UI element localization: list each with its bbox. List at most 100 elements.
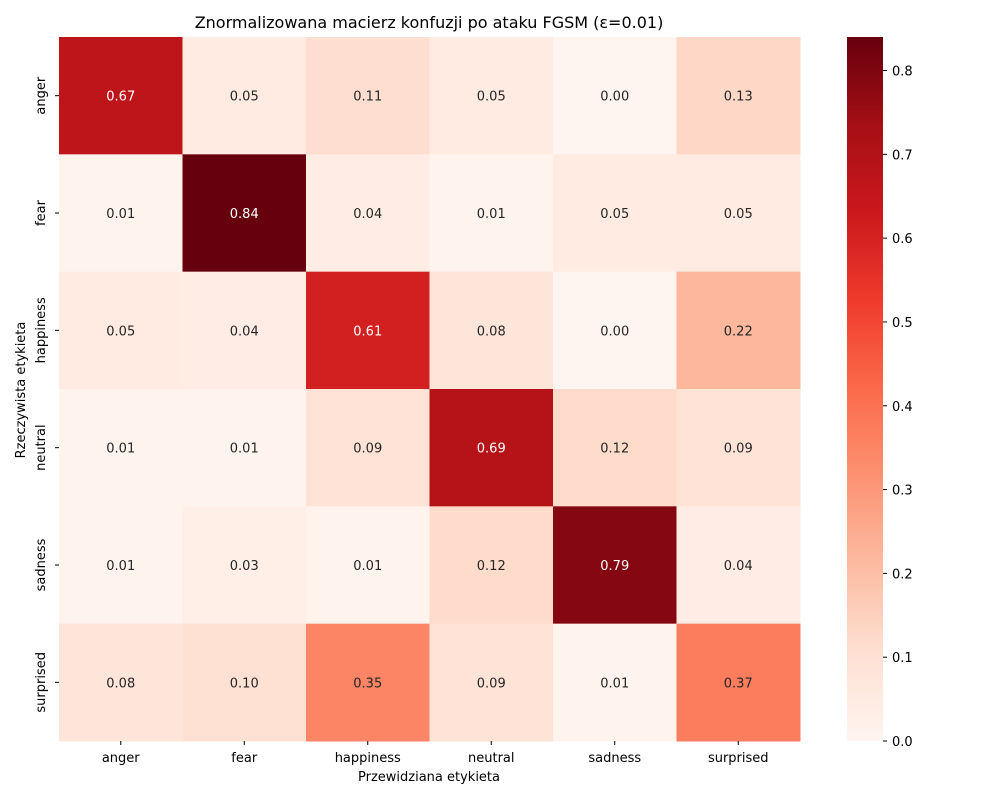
heatmap-cell — [553, 506, 677, 625]
y-tick-label: happiness — [34, 297, 49, 363]
colorbar-tick-label: 0.0 — [892, 735, 913, 750]
cell-value-label: 0.01 — [106, 442, 135, 457]
cell-value-label: 0.01 — [230, 442, 259, 457]
x-tick-label: anger — [102, 751, 140, 766]
cell-value-label: 0.37 — [724, 676, 753, 691]
heatmap-cell — [182, 271, 307, 390]
x-tick-label: surprised — [708, 751, 769, 766]
heatmap-cell — [182, 37, 307, 155]
heatmap-cell — [59, 154, 183, 273]
colorbar-tick-label: 0.6 — [892, 232, 913, 247]
heatmap-cell — [553, 623, 677, 742]
heatmap-cell — [553, 389, 677, 507]
heatmap-cell — [59, 506, 183, 625]
cell-value-label: 0.04 — [353, 207, 382, 222]
cell-value-label: 0.01 — [106, 559, 135, 574]
x-tick-label: neutral — [468, 751, 515, 766]
cell-value-label: 0.09 — [477, 676, 506, 691]
y-tick-label: sadness — [34, 538, 49, 591]
y-axis-ticks: anger fear happiness neutral sadness surprise… — [34, 76, 59, 713]
heatmap-cell — [182, 154, 307, 273]
cell-value-label: 0.79 — [600, 559, 629, 574]
y-tick-label: anger — [34, 76, 49, 114]
colorbar — [847, 37, 883, 741]
heatmap-cell — [306, 623, 430, 742]
heatmap-cell — [182, 389, 307, 507]
heatmap-cell-labels: 0.67 0.05 0.11 0.05 0.00 0.13 0.01 0.84 0.04 0.01… — [106, 90, 752, 692]
heatmap-cell — [59, 389, 183, 507]
heatmap-cell — [429, 154, 554, 273]
cell-value-label: 0.05 — [106, 324, 135, 339]
cell-value-label: 0.03 — [230, 559, 259, 574]
heatmap-cell — [306, 389, 430, 507]
cell-value-label: 0.01 — [600, 676, 629, 691]
heatmap-cell — [182, 506, 307, 625]
cell-value-label: 0.05 — [600, 207, 629, 222]
heatmap-cell — [429, 271, 554, 390]
cell-value-label: 0.10 — [230, 676, 259, 691]
heatmap-cell — [553, 37, 677, 155]
cell-value-label: 0.11 — [353, 90, 382, 105]
cell-value-label: 0.61 — [353, 324, 382, 339]
y-tick-label: fear — [34, 199, 49, 226]
cell-value-label: 0.84 — [230, 207, 259, 222]
cell-value-label: 0.13 — [724, 90, 753, 105]
colorbar-tick-label: 0.4 — [892, 400, 913, 415]
heatmap-cell — [429, 506, 554, 625]
heatmap-cell — [306, 506, 430, 625]
heatmap-cell — [59, 623, 183, 742]
colorbar-tick-label: 0.2 — [892, 567, 913, 582]
colorbar-ticks: 0.0 0.1 0.2 0.3 0.4 0.5 0.6 0.7 0.8 — [883, 65, 913, 750]
heatmap-cell — [59, 37, 183, 155]
cell-value-label: 0.05 — [230, 90, 259, 105]
heatmap-cell — [553, 271, 677, 390]
cell-value-label: 0.04 — [230, 324, 259, 339]
cell-value-label: 0.04 — [724, 559, 753, 574]
colorbar-tick-label: 0.5 — [892, 316, 913, 331]
cell-value-label: 0.01 — [477, 207, 506, 222]
colorbar-tick-label: 0.3 — [892, 484, 913, 499]
heatmap-cell — [676, 271, 801, 390]
cell-value-label: 0.01 — [353, 559, 382, 574]
heatmap-cell — [306, 271, 430, 390]
x-axis-label: Przewidziana etykieta — [358, 770, 500, 785]
colorbar-tick-label: 0.1 — [892, 651, 913, 666]
y-tick-label: neutral — [34, 424, 49, 471]
x-tick-label: sadness — [588, 751, 641, 766]
heatmap-cell — [429, 389, 554, 507]
heatmap-cell — [676, 623, 801, 742]
heatmap-cells — [59, 37, 801, 742]
y-tick-label: surprised — [34, 652, 49, 713]
cell-value-label: 0.22 — [724, 324, 753, 339]
heatmap-cell — [429, 37, 554, 155]
cell-value-label: 0.69 — [477, 442, 506, 457]
heatmap-cell — [676, 506, 801, 625]
x-tick-label: fear — [231, 751, 258, 766]
chart-title: Znormalizowana macierz konfuzji po ataku… — [195, 13, 664, 32]
cell-value-label: 0.05 — [724, 207, 753, 222]
x-axis-ticks: anger fear happiness neutral sadness surprise… — [102, 741, 769, 766]
cell-value-label: 0.09 — [353, 442, 382, 457]
cell-value-label: 0.12 — [477, 559, 506, 574]
heatmap-cell — [306, 37, 430, 155]
heatmap-cell — [59, 271, 183, 390]
cell-value-label: 0.08 — [106, 676, 135, 691]
heatmap-cell — [676, 389, 801, 507]
heatmap-cell — [676, 37, 801, 155]
cell-value-label: 0.00 — [600, 324, 629, 339]
cell-value-label: 0.05 — [477, 90, 506, 105]
heatmap-cell — [676, 154, 801, 273]
heatmap-cell — [182, 623, 307, 742]
cell-value-label: 0.35 — [353, 676, 382, 691]
x-tick-label: happiness — [335, 751, 401, 766]
cell-value-label: 0.09 — [724, 442, 753, 457]
colorbar-tick-label: 0.8 — [892, 65, 913, 80]
heatmap-cell — [429, 623, 554, 742]
cell-value-label: 0.00 — [600, 90, 629, 105]
cell-value-label: 0.08 — [477, 324, 506, 339]
cell-value-label: 0.12 — [600, 442, 629, 457]
y-axis-label: Rzeczywista etykieta — [14, 322, 29, 459]
heatmap-cell — [306, 154, 430, 273]
heatmap-cell — [553, 154, 677, 273]
